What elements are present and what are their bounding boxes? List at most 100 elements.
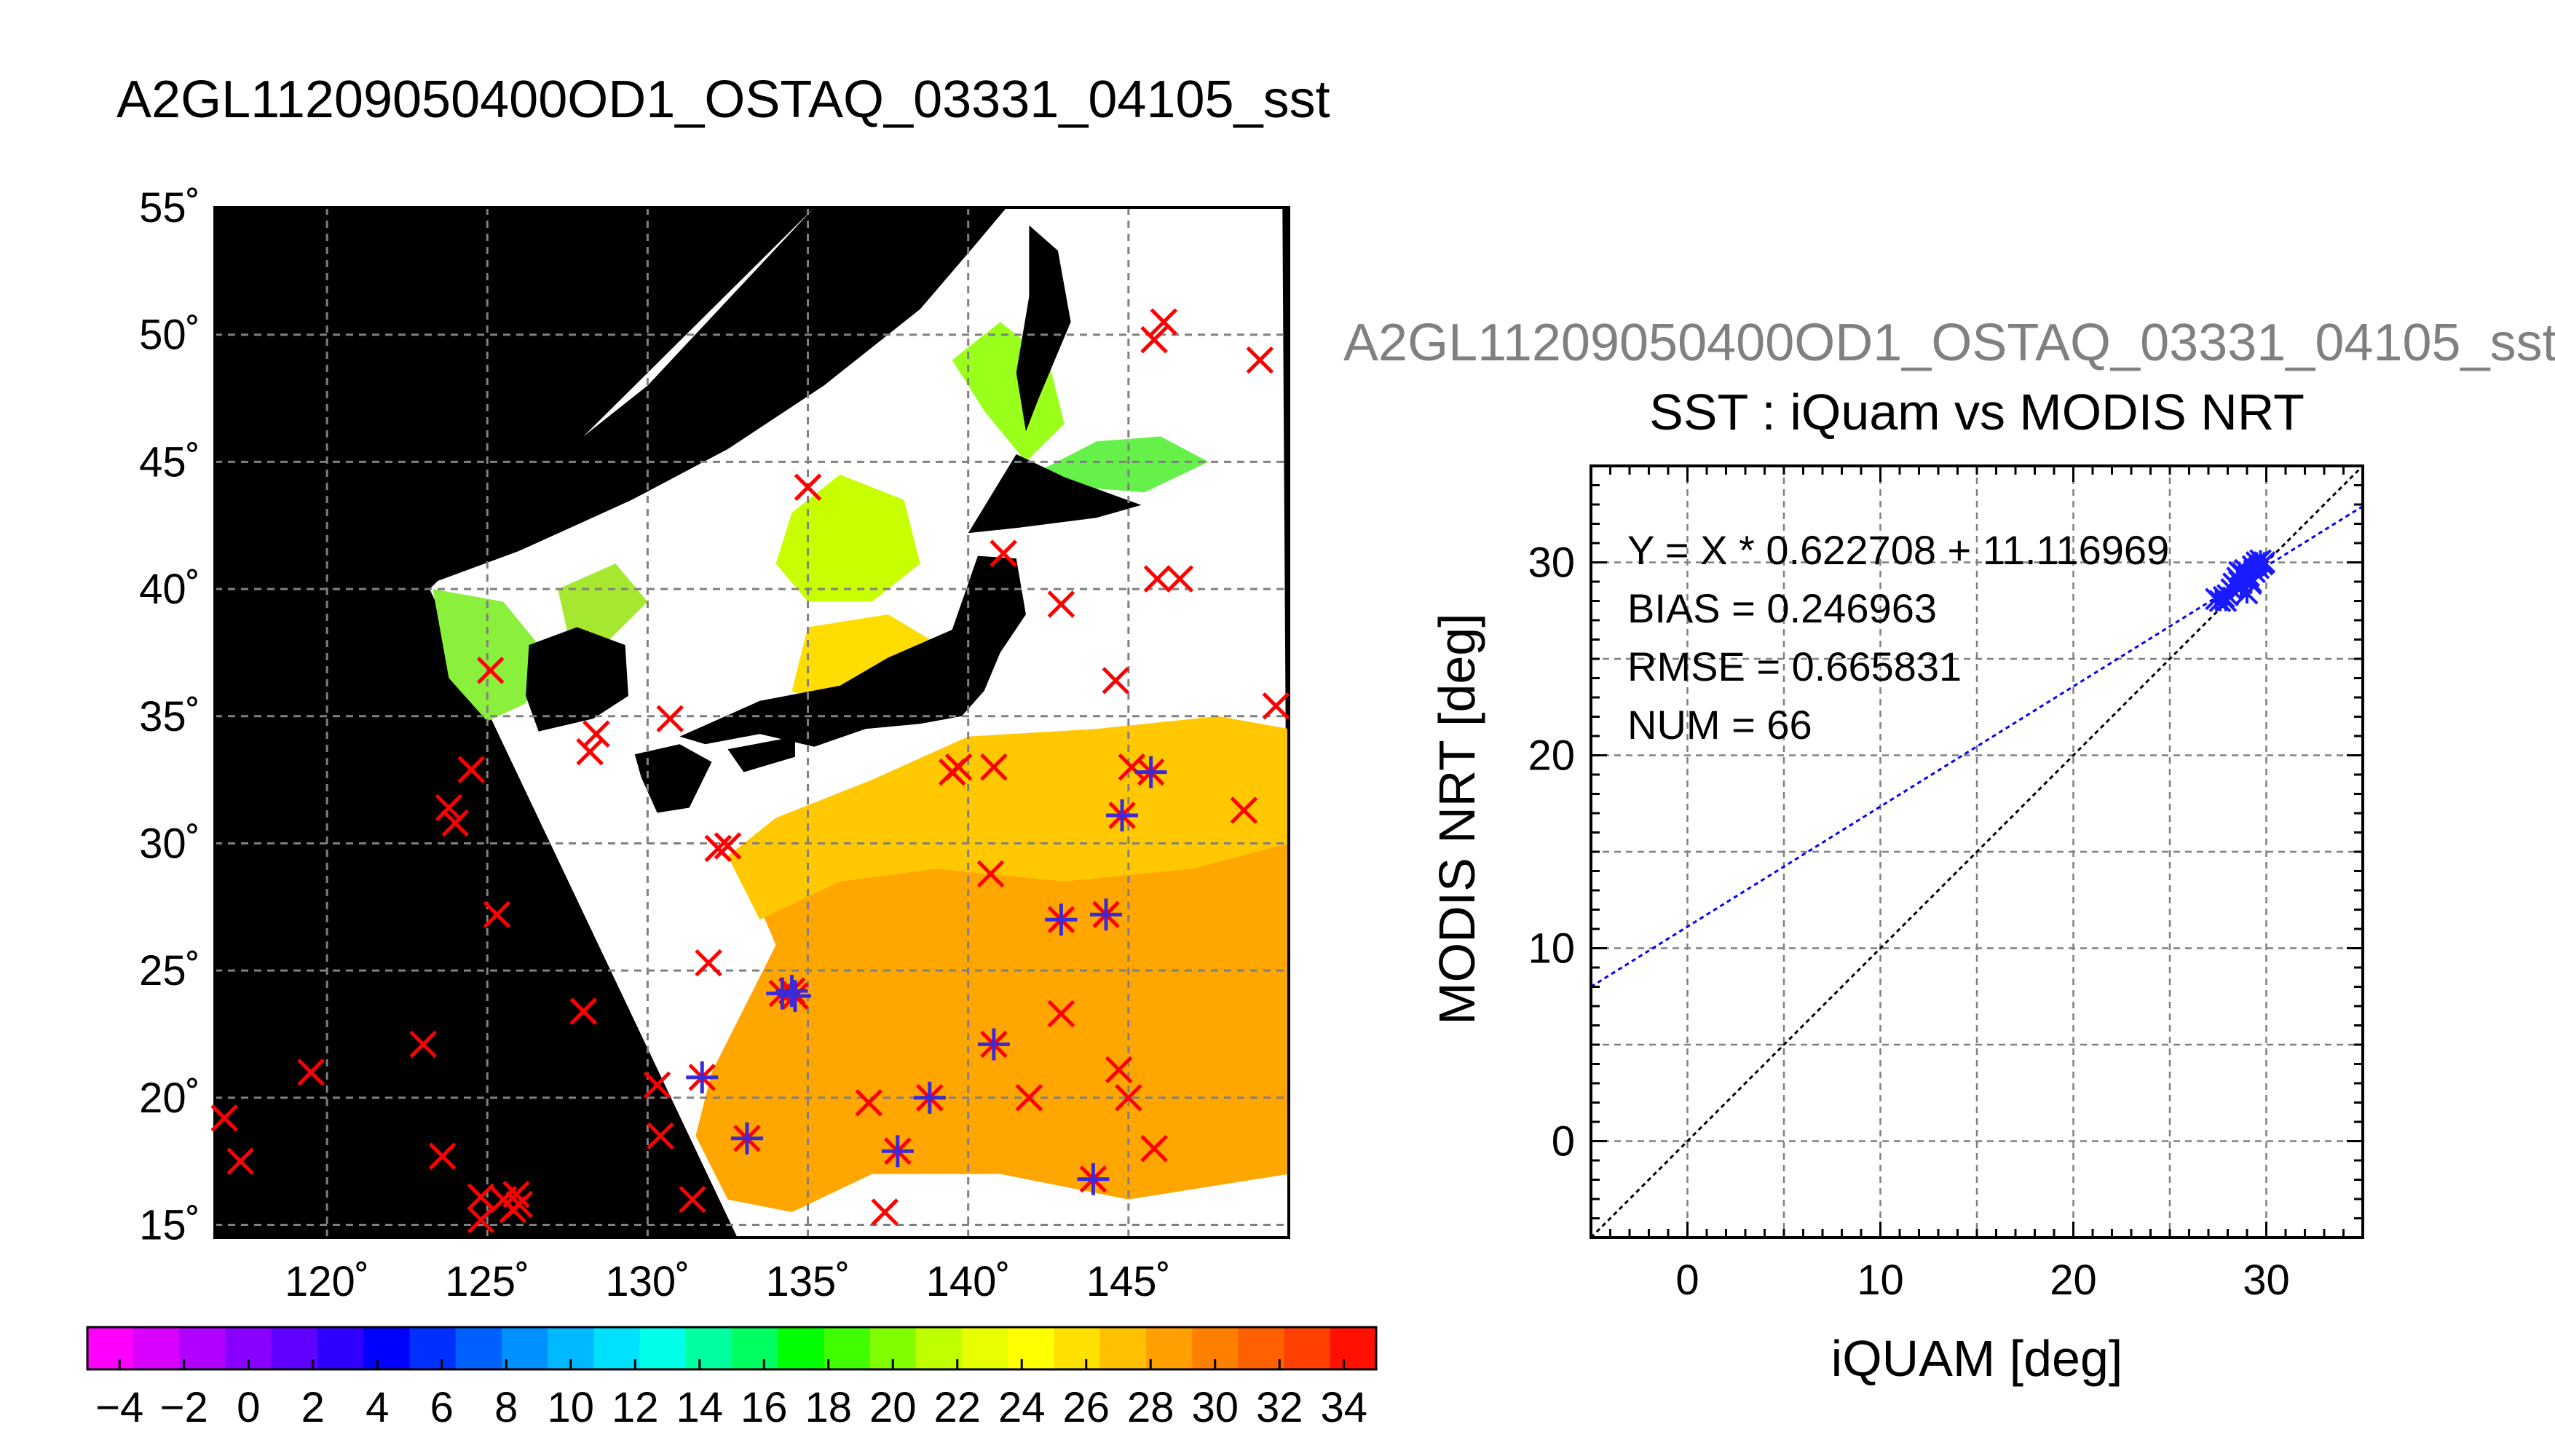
cross-stroke: [1140, 325, 1168, 354]
land-sakhalin: [1016, 225, 1071, 432]
cross-stroke: [1015, 1084, 1043, 1112]
cross-stroke: [714, 832, 742, 860]
cross-stroke: [1230, 796, 1258, 824]
colorbar-label: 8: [494, 1384, 518, 1431]
x-tick-label: 0: [1675, 1257, 1699, 1304]
colorbar-segment: [685, 1327, 732, 1369]
scatter-title: SST : iQuam vs MODIS NRT: [1649, 384, 2305, 440]
cross-stroke: [1150, 308, 1178, 336]
map-x-tick-label: 125˚: [445, 1258, 529, 1305]
colorbar-segment: [1238, 1327, 1285, 1369]
buoy-cross: [441, 809, 469, 837]
cross-stroke: [569, 997, 598, 1025]
cross-stroke: [467, 1206, 495, 1234]
cross-stroke: [428, 1142, 457, 1170]
buoy-cross: [297, 1059, 325, 1086]
buoy-cross: [576, 737, 604, 766]
colorbar-segment: [639, 1327, 687, 1369]
cross-stroke: [441, 809, 469, 837]
cross-stroke: [1246, 346, 1274, 374]
colorbar-segment: [1284, 1327, 1331, 1369]
matchup-star: [1134, 756, 1167, 788]
buoy-cross: [467, 1183, 495, 1211]
colorbar-segment: [455, 1327, 502, 1369]
cross-stroke: [297, 1059, 325, 1086]
map-y-tick-label: 25˚: [139, 947, 200, 994]
buoy-cross: [938, 758, 966, 786]
map-y-tick-label: 30˚: [139, 820, 200, 867]
buoy-cross: [569, 997, 598, 1025]
sst-map: 120˚ 125˚ 130˚ 135˚ 140˚ 145˚ 15˚ 20˚ 25˚ 30˚ 35˚ 4…: [86, 184, 1378, 1431]
cross-stroke: [976, 860, 1005, 888]
x-tick-label: 10: [1857, 1257, 1904, 1304]
buoy-cross: [643, 1071, 671, 1099]
buoy-cross: [647, 1122, 674, 1150]
colorbar-segment: [271, 1327, 319, 1369]
colorbar-segment: [732, 1327, 779, 1369]
buoy-cross: [505, 1190, 534, 1219]
y-axis-label: MODIS NRT [deg]: [1429, 613, 1485, 1024]
land-shikoku: [727, 736, 795, 772]
buoy-cross: [1246, 346, 1274, 374]
cross-stroke: [583, 720, 610, 748]
buoy-cross: [1140, 325, 1168, 354]
map-y-tick-label: 40˚: [139, 566, 200, 613]
cross-stroke: [938, 758, 966, 786]
matchup-star: [775, 975, 808, 1008]
map-y-tick-label: 50˚: [139, 312, 200, 359]
y-tick-label: 10: [1528, 925, 1575, 973]
cross-stroke: [502, 1180, 530, 1208]
map-x-tick-label: 130˚: [605, 1258, 690, 1305]
land-hokkaido: [968, 454, 1142, 534]
identity-line: [1591, 466, 2363, 1238]
matchup-star: [881, 1135, 914, 1168]
map-y-tick-label: 45˚: [139, 438, 200, 486]
cross-stroke: [1047, 1000, 1075, 1028]
cross-stroke: [980, 753, 1008, 781]
cross-stroke: [409, 1030, 437, 1059]
colorbar-label: −4: [95, 1384, 143, 1431]
matchup-star: [686, 1061, 719, 1093]
colorbar-segment: [1330, 1327, 1377, 1369]
buoy-cross: [704, 834, 732, 863]
buoy-cross: [871, 1198, 899, 1226]
colorbar: −4 −2 0 2 4 6 8 10 12 14 16 18 20 22 24 26 28 30 32 34: [86, 1326, 1378, 1431]
buoy-cross: [428, 1142, 457, 1170]
buoy-cross: [714, 832, 742, 860]
scatter-point: [2214, 590, 2238, 612]
matchup-star: [1090, 898, 1123, 931]
colorbar-label: 0: [237, 1384, 260, 1431]
cross-stroke: [990, 539, 1017, 567]
colorbar-label: 28: [1127, 1384, 1174, 1431]
buoy-cross: [502, 1180, 530, 1208]
colorbar-segment: [915, 1327, 963, 1369]
buoy-cross: [583, 720, 610, 748]
matchup-star: [1106, 799, 1139, 832]
scatter-subtitle: A2GL11209050400OD1_OSTAQ_03331_04105_sst: [1343, 314, 2555, 372]
cross-stroke: [476, 657, 505, 684]
buoy-cross: [1166, 565, 1194, 593]
buoy-cross: [435, 794, 463, 822]
cross-stroke: [695, 949, 722, 977]
cross-stroke: [1115, 1084, 1142, 1112]
buoy-cross: [1230, 796, 1258, 824]
y-tick-label: 30: [1528, 539, 1575, 587]
sst-region-okhotsk: [1032, 436, 1209, 493]
page-title: A2GL11209050400OD1_OSTAQ_03331_04105_sst: [117, 71, 1330, 129]
buoy-cross: [226, 1147, 254, 1175]
scatter-plot: SST : iQuam vs MODIS NRT 0 10 20 300102030 …: [1429, 384, 2364, 1387]
colorbar-segment: [409, 1327, 457, 1369]
colorbar-label: 10: [547, 1384, 594, 1431]
cross-stroke: [457, 756, 486, 783]
buoy-cross: [679, 1185, 706, 1214]
map-x-tick-label: 145˚: [1086, 1258, 1171, 1305]
colorbar-segment: [1054, 1327, 1101, 1369]
colorbar-label: 16: [741, 1384, 788, 1431]
scatter-point: [2249, 549, 2272, 572]
cross-stroke: [483, 901, 511, 929]
buoy-cross: [1150, 308, 1178, 336]
map-markers: [210, 308, 1290, 1234]
matchup-star: [977, 1028, 1010, 1061]
map-ticks: 120˚ 125˚ 130˚ 135˚ 140˚ 145˚ 15˚ 20˚ 25˚ 30˚ 35˚ 4…: [139, 184, 1171, 1305]
cross-stroke: [467, 1183, 495, 1211]
